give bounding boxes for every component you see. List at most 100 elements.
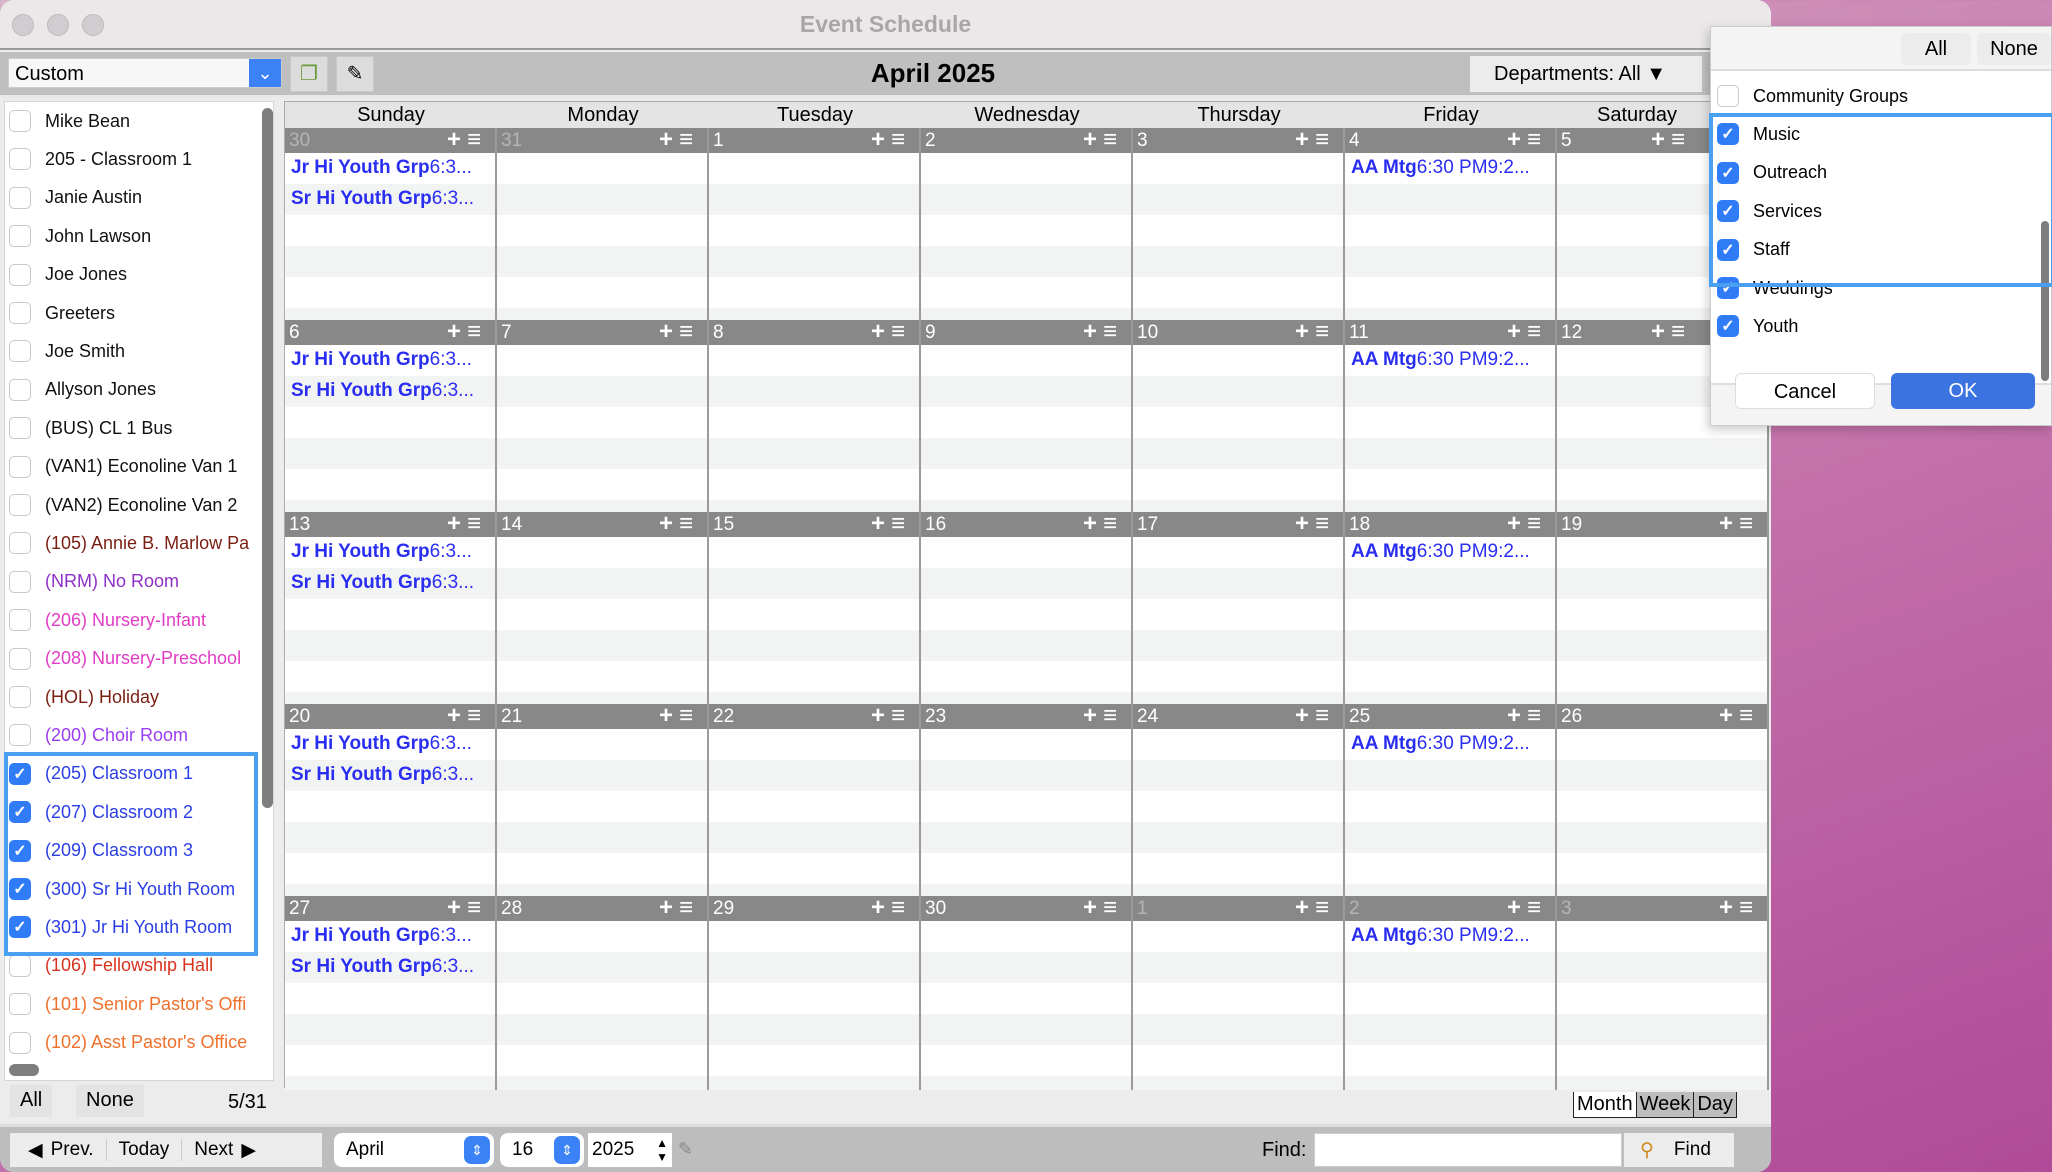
resource-item[interactable]: Mike Bean (9, 102, 255, 140)
resource-item[interactable]: (VAN1) Econoline Van 1 (9, 448, 255, 486)
checkbox[interactable] (9, 417, 31, 440)
add-event-plus-icon[interactable]: + (1082, 510, 1103, 537)
resource-item[interactable]: (200) Choir Room (9, 716, 255, 754)
add-event-plus-icon[interactable]: + (446, 894, 467, 921)
day-menu-icon[interactable]: ≡ (1102, 126, 1123, 153)
day-menu-icon[interactable]: ≡ (466, 702, 487, 729)
add-event-plus-icon[interactable]: + (1294, 318, 1315, 345)
next-arrow-icon[interactable]: ▶ (241, 1139, 256, 1161)
checkbox[interactable] (9, 455, 31, 478)
checkbox[interactable] (9, 724, 31, 747)
day-menu-icon[interactable]: ≡ (466, 126, 487, 153)
add-event-plus-icon[interactable]: + (658, 318, 679, 345)
add-event-plus-icon[interactable]: + (1506, 318, 1527, 345)
day-menu-icon[interactable]: ≡ (1738, 510, 1759, 537)
add-event-plus-icon[interactable]: + (1294, 702, 1315, 729)
day-cell[interactable]: 8 +≡ (709, 318, 921, 514)
day-cell[interactable]: 3 +≡ (1133, 126, 1345, 322)
resource-item[interactable]: John Lawson (9, 217, 255, 255)
day-menu-icon[interactable]: ≡ (890, 510, 911, 537)
checkbox[interactable] (9, 302, 31, 324)
event-entry[interactable]: Sr Hi Youth Grp6:3... (285, 376, 495, 407)
zoom-window-button[interactable] (82, 14, 104, 36)
horizontal-scrollbar[interactable] (9, 1064, 39, 1076)
department-item[interactable]: Community Groups (1717, 77, 1908, 115)
day-menu-icon[interactable]: ≡ (890, 894, 911, 921)
day-menu-icon[interactable]: ≡ (1738, 702, 1759, 729)
day-cell[interactable]: 30 +≡ Jr Hi Youth Grp6:3... Sr Hi Youth Grp… (285, 126, 497, 322)
add-event-plus-icon[interactable]: + (658, 702, 679, 729)
day-cell[interactable]: 19 +≡ (1557, 510, 1769, 706)
day-menu-icon[interactable]: ≡ (1526, 894, 1547, 921)
event-entry[interactable]: Jr Hi Youth Grp6:3... (285, 345, 495, 376)
checkbox[interactable]: ✓ (1717, 315, 1739, 338)
add-event-plus-icon[interactable]: + (1082, 894, 1103, 921)
event-entry[interactable]: Sr Hi Youth Grp6:3... (285, 568, 495, 599)
day-menu-icon[interactable]: ≡ (678, 126, 699, 153)
checkbox[interactable]: ✓ (1717, 161, 1739, 184)
close-window-button[interactable] (12, 14, 34, 36)
view-day-button[interactable]: Day (1693, 1092, 1736, 1117)
add-event-plus-icon[interactable]: + (870, 318, 891, 345)
day-cell[interactable]: 2 +≡ AA Mtg6:30 PM9:2... (1345, 894, 1557, 1090)
checkbox[interactable] (9, 378, 31, 401)
resource-item[interactable]: Greeters (9, 294, 255, 332)
department-item[interactable]: ✓ Services (1717, 192, 1822, 230)
add-event-plus-icon[interactable]: + (870, 510, 891, 537)
day-cell[interactable]: 18 +≡ AA Mtg6:30 PM9:2... (1345, 510, 1557, 706)
day-menu-icon[interactable]: ≡ (1314, 126, 1335, 153)
checkbox[interactable]: ✓ (1717, 238, 1739, 261)
day-menu-icon[interactable]: ≡ (678, 702, 699, 729)
checkbox[interactable] (9, 609, 31, 632)
checkbox[interactable]: ✓ (1717, 277, 1739, 299)
checkbox[interactable]: ✓ (1717, 200, 1739, 223)
day-menu-icon[interactable]: ≡ (1670, 126, 1691, 153)
checkbox[interactable]: ✓ (9, 801, 31, 824)
day-cell[interactable]: 29 +≡ (709, 894, 921, 1090)
cancel-button[interactable]: Cancel (1735, 373, 1875, 409)
department-item[interactable]: ✓ Staff (1717, 231, 1790, 269)
departments-filter-button[interactable]: Departments: All ▼ (1470, 56, 1702, 92)
resource-item[interactable]: (VAN2) Econoline Van 2 (9, 486, 255, 524)
resource-item[interactable]: Allyson Jones (9, 371, 255, 409)
checkbox[interactable] (9, 993, 31, 1016)
event-entry[interactable]: AA Mtg6:30 PM9:2... (1345, 345, 1555, 376)
add-event-plus-icon[interactable]: + (1082, 318, 1103, 345)
checkbox[interactable] (9, 186, 31, 209)
day-menu-icon[interactable]: ≡ (1102, 318, 1123, 345)
resource-item[interactable]: ✓ (209) Classroom 3 (9, 832, 255, 870)
checkbox[interactable] (9, 340, 31, 363)
event-entry[interactable]: AA Mtg6:30 PM9:2... (1345, 729, 1555, 760)
department-item[interactable]: ✓ Weddings (1717, 269, 1833, 307)
resource-item[interactable]: ✓ (300) Sr Hi Youth Room (9, 870, 255, 908)
find-button[interactable]: ⚲ Find (1624, 1133, 1734, 1167)
event-entry[interactable]: Sr Hi Youth Grp6:3... (285, 760, 495, 791)
checkbox[interactable] (9, 570, 31, 593)
day-cell[interactable]: 3 +≡ (1557, 894, 1769, 1090)
day-menu-icon[interactable]: ≡ (1102, 510, 1123, 537)
add-event-plus-icon[interactable]: + (1650, 126, 1671, 153)
day-stepper[interactable]: 16 ⇕ (500, 1133, 584, 1167)
day-menu-icon[interactable]: ≡ (678, 510, 699, 537)
day-menu-icon[interactable]: ≡ (1102, 702, 1123, 729)
event-entry[interactable]: AA Mtg6:30 PM9:2... (1345, 153, 1555, 184)
month-stepper[interactable]: April ⇕ (334, 1133, 494, 1167)
day-cell[interactable]: 24 +≡ (1133, 702, 1345, 898)
add-event-plus-icon[interactable]: + (1294, 126, 1315, 153)
resource-item[interactable]: Janie Austin (9, 179, 255, 217)
stepper-arrows-icon[interactable]: ▲ ▼ (656, 1136, 668, 1164)
add-event-plus-icon[interactable]: + (870, 126, 891, 153)
resource-item[interactable]: 205 - Classroom 1 (9, 140, 255, 178)
department-item[interactable]: ✓ Music (1717, 115, 1800, 153)
event-entry[interactable]: AA Mtg6:30 PM9:2... (1345, 921, 1555, 952)
find-input[interactable] (1314, 1133, 1622, 1167)
resource-item[interactable]: ✓ (207) Classroom 2 (9, 793, 255, 831)
day-menu-icon[interactable]: ≡ (466, 510, 487, 537)
add-event-plus-icon[interactable]: + (1718, 510, 1739, 537)
add-event-plus-icon[interactable]: + (870, 894, 891, 921)
resource-item[interactable]: Joe Smith (9, 332, 255, 370)
day-menu-icon[interactable]: ≡ (1314, 318, 1335, 345)
day-cell[interactable]: 4 +≡ AA Mtg6:30 PM9:2... (1345, 126, 1557, 322)
add-event-plus-icon[interactable]: + (1718, 702, 1739, 729)
day-cell[interactable]: 27 +≡ Jr Hi Youth Grp6:3... Sr Hi Youth Grp… (285, 894, 497, 1090)
